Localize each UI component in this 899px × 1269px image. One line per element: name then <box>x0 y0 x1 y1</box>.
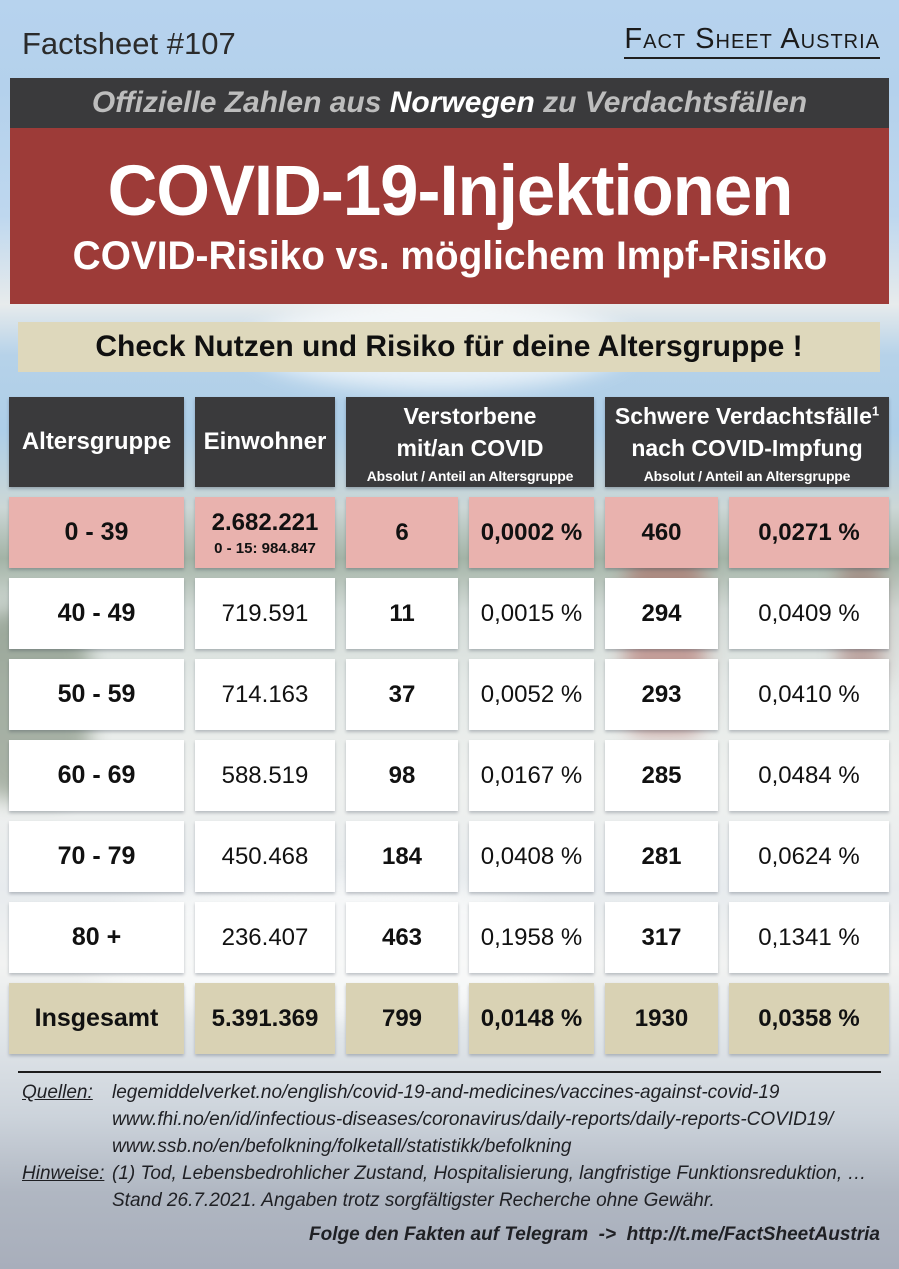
cell-covid-rate: 0,0167 % <box>469 740 594 811</box>
footer: Quellen: legemiddelverket.no/english/cov… <box>22 1079 880 1248</box>
page-subtitle: COVID-Risiko vs. möglichem Impf-Risiko <box>72 233 827 278</box>
cell-population: 2.682.221 0 - 15: 984.847 <box>195 497 335 568</box>
cell-population: 236.407 <box>195 902 335 973</box>
banner-text-prefix: Offizielle Zahlen aus <box>91 86 390 119</box>
title-banner: COVID-19-Injektionen COVID-Risiko vs. mö… <box>10 128 889 304</box>
cell-population: 5.391.369 <box>195 983 335 1054</box>
footnote-marker: 1 <box>871 403 880 419</box>
cell-vax-rate: 0,0484 % <box>729 740 889 811</box>
cell-population: 588.519 <box>195 740 335 811</box>
cell-age: 60 - 69 <box>9 740 184 811</box>
source-url: www.fhi.no/en/id/infectious-diseases/cor… <box>112 1109 834 1130</box>
cell-vax-cases: 317 <box>605 902 718 973</box>
cell-covid-rate: 0,0015 % <box>469 578 594 649</box>
sources-label: Quellen: <box>22 1082 93 1103</box>
cell-vax-cases: 285 <box>605 740 718 811</box>
cell-age: 0 - 39 <box>9 497 184 568</box>
cell-age: 70 - 79 <box>9 821 184 892</box>
population-note: 0 - 15: 984.847 <box>214 539 316 557</box>
cell-population: 450.468 <box>195 821 335 892</box>
data-table: Altersgruppe Einwohner Verstorbene mit/a… <box>9 397 889 1054</box>
check-banner: Check Nutzen und Risiko für deine Alters… <box>18 322 880 372</box>
column-header-vax-cases: Schwere Verdachtsfälle1 nach COVID-Impfu… <box>605 397 889 487</box>
cell-vax-rate: 0,1341 % <box>729 902 889 973</box>
cell-vax-cases: 293 <box>605 659 718 730</box>
factsheet-number: Factsheet #107 <box>22 26 236 61</box>
cell-covid-deaths: 37 <box>346 659 458 730</box>
cell-covid-rate: 0,0002 % <box>469 497 594 568</box>
banner-text-suffix: zu Verdachtsfällen <box>534 86 808 119</box>
cell-covid-rate: 0,0052 % <box>469 659 594 730</box>
column-header-covid-deaths: Verstorbene mit/an COVID Absolut / Antei… <box>346 397 594 487</box>
column-header-population: Einwohner <box>195 397 335 487</box>
note-line: Stand 26.7.2021. Angaben trotz sorgfälti… <box>112 1190 715 1211</box>
cell-covid-deaths: 98 <box>346 740 458 811</box>
note-line: (1) Tod, Lebensbedrohlicher Zustand, Hos… <box>112 1163 867 1184</box>
cell-population: 719.591 <box>195 578 335 649</box>
cell-covid-deaths: 184 <box>346 821 458 892</box>
cell-vax-rate: 0,0358 % <box>729 983 889 1054</box>
cell-vax-cases: 460 <box>605 497 718 568</box>
cell-covid-rate: 0,1958 % <box>469 902 594 973</box>
brand-title: Fact Sheet Austria <box>624 23 880 59</box>
cell-vax-cases: 1930 <box>605 983 718 1054</box>
notes-block: Hinweise: (1) Tod, Lebensbedrohlicher Zu… <box>22 1160 880 1214</box>
cell-vax-rate: 0,0624 % <box>729 821 889 892</box>
telegram-link: Folge den Fakten auf Telegram -> http://… <box>309 1224 880 1245</box>
cell-age: 50 - 59 <box>9 659 184 730</box>
cell-covid-deaths: 799 <box>346 983 458 1054</box>
sources-block: Quellen: legemiddelverket.no/english/cov… <box>22 1079 880 1160</box>
cell-vax-cases: 281 <box>605 821 718 892</box>
cell-covid-deaths: 463 <box>346 902 458 973</box>
cell-vax-cases: 294 <box>605 578 718 649</box>
cell-age: 80 + <box>9 902 184 973</box>
page-title: COVID-19-Injektionen <box>107 151 793 231</box>
cell-covid-rate: 0,0408 % <box>469 821 594 892</box>
check-banner-text: Check Nutzen und Risiko für deine Alters… <box>95 330 803 363</box>
cell-population: 714.163 <box>195 659 335 730</box>
cell-vax-rate: 0,0409 % <box>729 578 889 649</box>
cell-covid-deaths: 6 <box>346 497 458 568</box>
banner-text-highlight: Norwegen <box>389 86 535 119</box>
column-header-age: Altersgruppe <box>9 397 184 487</box>
cell-covid-rate: 0,0148 % <box>469 983 594 1054</box>
source-url: legemiddelverket.no/english/covid-19-and… <box>112 1082 780 1103</box>
footer-divider <box>18 1071 881 1073</box>
cell-covid-deaths: 11 <box>346 578 458 649</box>
cell-age: 40 - 49 <box>9 578 184 649</box>
notes-label: Hinweise: <box>22 1163 105 1184</box>
cell-vax-rate: 0,0271 % <box>729 497 889 568</box>
source-url: www.ssb.no/en/befolkning/folketall/stati… <box>112 1136 572 1157</box>
cell-vax-rate: 0,0410 % <box>729 659 889 730</box>
cell-age: Insgesamt <box>9 983 184 1054</box>
official-numbers-banner: Offizielle Zahlen aus Norwegen zu Verdac… <box>10 78 889 128</box>
